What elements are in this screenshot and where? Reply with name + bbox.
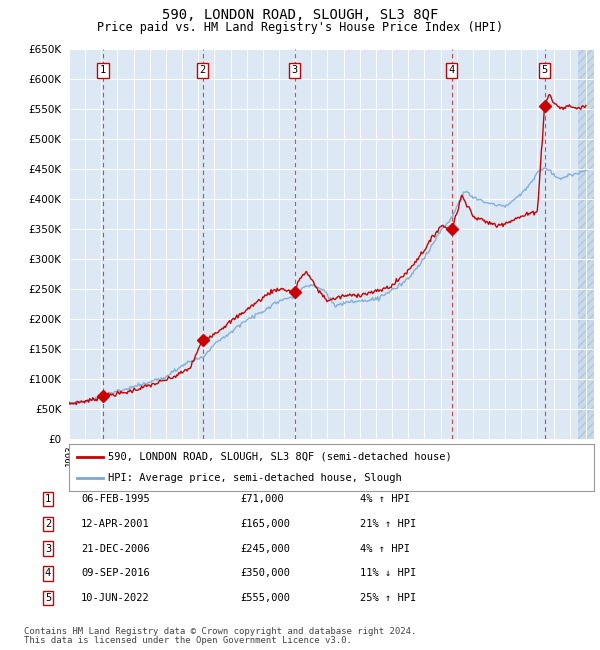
Text: 1: 1 <box>45 494 51 504</box>
Text: £555,000: £555,000 <box>240 593 290 603</box>
Text: £350,000: £350,000 <box>240 568 290 578</box>
Text: 4: 4 <box>449 65 455 75</box>
Text: 5: 5 <box>45 593 51 603</box>
Text: 590, LONDON ROAD, SLOUGH, SL3 8QF: 590, LONDON ROAD, SLOUGH, SL3 8QF <box>162 8 438 22</box>
Text: Contains HM Land Registry data © Crown copyright and database right 2024.: Contains HM Land Registry data © Crown c… <box>24 627 416 636</box>
Text: 21-DEC-2006: 21-DEC-2006 <box>81 543 150 554</box>
Text: 2: 2 <box>45 519 51 529</box>
Text: £71,000: £71,000 <box>240 494 284 504</box>
Text: This data is licensed under the Open Government Licence v3.0.: This data is licensed under the Open Gov… <box>24 636 352 645</box>
Text: 21% ↑ HPI: 21% ↑ HPI <box>360 519 416 529</box>
Text: 06-FEB-1995: 06-FEB-1995 <box>81 494 150 504</box>
Text: 12-APR-2001: 12-APR-2001 <box>81 519 150 529</box>
Text: 5: 5 <box>541 65 548 75</box>
Text: HPI: Average price, semi-detached house, Slough: HPI: Average price, semi-detached house,… <box>109 473 402 483</box>
Text: Price paid vs. HM Land Registry's House Price Index (HPI): Price paid vs. HM Land Registry's House … <box>97 21 503 34</box>
Text: 3: 3 <box>292 65 298 75</box>
Text: 25% ↑ HPI: 25% ↑ HPI <box>360 593 416 603</box>
Text: 11% ↓ HPI: 11% ↓ HPI <box>360 568 416 578</box>
Text: 590, LONDON ROAD, SLOUGH, SL3 8QF (semi-detached house): 590, LONDON ROAD, SLOUGH, SL3 8QF (semi-… <box>109 452 452 461</box>
Text: 3: 3 <box>45 543 51 554</box>
Text: 1: 1 <box>100 65 106 75</box>
Text: 10-JUN-2022: 10-JUN-2022 <box>81 593 150 603</box>
Text: 2: 2 <box>200 65 206 75</box>
Bar <box>578 49 600 439</box>
Text: 4: 4 <box>45 568 51 578</box>
Text: £165,000: £165,000 <box>240 519 290 529</box>
Text: 4% ↑ HPI: 4% ↑ HPI <box>360 543 410 554</box>
Text: 4% ↑ HPI: 4% ↑ HPI <box>360 494 410 504</box>
Text: £245,000: £245,000 <box>240 543 290 554</box>
Text: 09-SEP-2016: 09-SEP-2016 <box>81 568 150 578</box>
